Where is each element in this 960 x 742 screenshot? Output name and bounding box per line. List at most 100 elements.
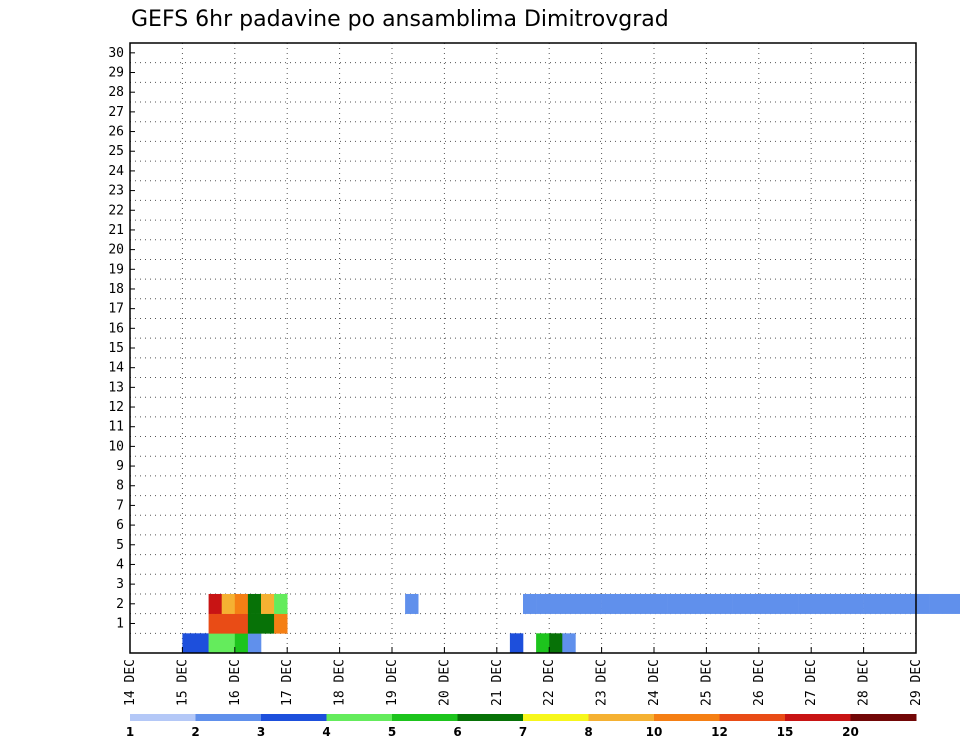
x-axis: 14 DEC 15 DEC 16 DEC 17 DEC 18 DEC 19 DEC 20 D… — [123, 647, 924, 706]
heatmap-cell — [261, 593, 275, 614]
heatmap-cell — [627, 593, 642, 614]
colorbar-segment — [719, 714, 786, 721]
heatmap-cell — [221, 593, 236, 614]
y-tick-label: 29 — [108, 66, 124, 81]
heatmap-cell — [693, 593, 707, 614]
y-tick-label: 4 — [116, 557, 124, 572]
colorbar-segment — [130, 714, 196, 721]
heatmap-cell — [261, 613, 275, 634]
heatmap-cell — [549, 593, 563, 614]
y-tick-label: 9 — [116, 459, 124, 474]
x-tick-label: 21 DEC — [490, 659, 505, 706]
heatmap-cell — [234, 633, 249, 654]
heatmap-cell — [536, 593, 550, 614]
heatmap-cell — [850, 593, 864, 614]
heatmap-cell — [601, 593, 615, 614]
heatmap-cell — [798, 593, 812, 614]
heatmap-cell — [221, 613, 236, 634]
x-tick-label: 15 DEC — [175, 659, 190, 706]
y-tick-label: 23 — [108, 184, 124, 199]
y-tick-label: 21 — [108, 223, 124, 238]
colorbar-label: 6 — [453, 725, 461, 739]
heatmap-cell — [536, 633, 550, 654]
y-tick-label: 13 — [108, 380, 124, 395]
heatmap-cell — [667, 593, 681, 614]
colorbar-segment — [523, 714, 589, 721]
heatmap-cell — [758, 593, 773, 614]
y-tick-label: 20 — [108, 243, 124, 258]
colorbar-label: 8 — [584, 725, 592, 739]
heatmap-cell — [837, 593, 851, 614]
heatmap-cell — [182, 633, 196, 654]
heatmap-cell — [942, 593, 956, 614]
colorbar-label: 3 — [257, 725, 265, 739]
heatmap-cell — [221, 633, 236, 654]
y-tick-label: 6 — [116, 518, 124, 533]
y-tick-label: 8 — [116, 479, 124, 494]
x-tick-label: 14 DEC — [123, 659, 138, 706]
heatmap-cell — [247, 633, 262, 654]
heatmap-cell — [247, 593, 262, 614]
y-tick-label: 22 — [108, 203, 124, 218]
colorbar-label: 20 — [842, 725, 859, 739]
heatmap-cell — [234, 593, 249, 614]
y-tick-label: 17 — [108, 302, 124, 317]
x-tick-label: 23 DEC — [595, 659, 610, 706]
x-tick-label: 22 DEC — [542, 659, 557, 706]
y-tick-label: 3 — [116, 577, 124, 592]
x-tick-label: 24 DEC — [647, 659, 662, 706]
x-tick-label: 26 DEC — [752, 659, 767, 706]
heatmap-cell — [745, 593, 760, 614]
heatmap-cell — [575, 593, 589, 614]
x-tick-label: 16 DEC — [228, 659, 243, 706]
colorbar-label: 2 — [191, 725, 199, 739]
x-tick-label: 17 DEC — [280, 659, 295, 706]
heatmap-cell — [902, 593, 917, 614]
grid-lines — [130, 43, 916, 653]
colorbar-label: 10 — [646, 725, 663, 739]
heatmap-cell — [208, 613, 222, 634]
y-axis: 1234567891011121314151617181920212223242… — [108, 46, 135, 631]
heatmap-cell — [405, 593, 419, 614]
heatmap-cell — [863, 593, 877, 614]
colorbar-label: 1 — [126, 725, 134, 739]
heatmap-cell — [234, 613, 249, 634]
x-tick-label: 20 DEC — [437, 659, 452, 706]
heatmap-cell — [889, 593, 904, 614]
colorbar-segment — [850, 714, 917, 721]
heatmap-cell — [588, 593, 602, 614]
y-tick-label: 12 — [108, 400, 124, 415]
heatmap-cell — [732, 593, 746, 614]
colorbar-label: 5 — [388, 725, 396, 739]
y-tick-label: 5 — [116, 538, 124, 553]
y-tick-label: 30 — [108, 46, 124, 61]
heatmap-cell — [549, 633, 563, 654]
heatmap-cell — [562, 593, 576, 614]
heatmap-cell — [195, 633, 209, 654]
y-tick-label: 24 — [108, 164, 124, 179]
heatmap-cell — [916, 593, 930, 614]
heatmap-cell — [562, 633, 576, 654]
heatmap-cell — [824, 593, 838, 614]
x-tick-label: 28 DEC — [857, 659, 872, 706]
colorbar-segment — [588, 714, 655, 721]
colorbar-label: 7 — [519, 725, 527, 739]
y-tick-label: 26 — [108, 125, 124, 140]
x-tick-label: 27 DEC — [804, 659, 819, 706]
plot-frame — [129, 42, 917, 654]
y-tick-label: 28 — [108, 85, 124, 100]
heatmap-cell — [274, 593, 288, 614]
heatmap-cell — [955, 593, 960, 614]
colorbar-segment — [392, 714, 458, 721]
y-tick-label: 1 — [116, 616, 124, 631]
x-tick-label: 19 DEC — [385, 659, 400, 706]
heatmap-cell — [719, 593, 733, 614]
colorbar-segment — [261, 714, 327, 721]
colorbar-segment — [195, 714, 262, 721]
colorbar-segment — [654, 714, 720, 721]
heatmap-cell — [654, 593, 668, 614]
heatmap-cells — [182, 593, 960, 654]
colorbar-legend: 1 2 3 4 5 6 7 8 10 12 15 20 — [126, 714, 917, 739]
colorbar-label: 15 — [777, 725, 794, 739]
heatmap-cell — [929, 593, 943, 614]
